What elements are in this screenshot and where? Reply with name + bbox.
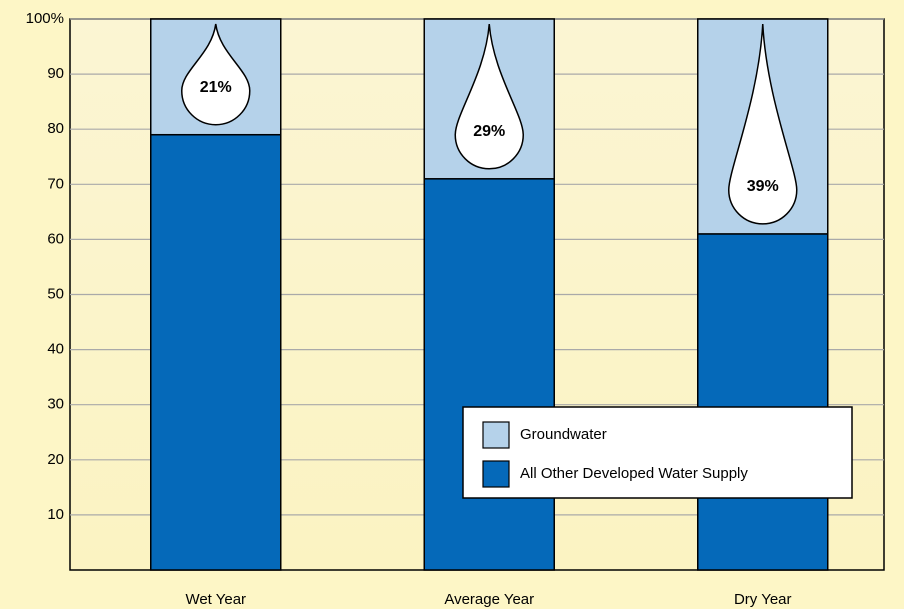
y-tick-label: 90 (47, 65, 64, 82)
x-tick-label: Dry Year (734, 591, 792, 608)
y-tick-label: 60 (47, 230, 64, 247)
water-drop (180, 23, 251, 126)
legend-box (462, 406, 853, 499)
y-tick-label: 20 (47, 451, 64, 468)
water-drop (727, 23, 798, 225)
x-tick-label: Average Year (444, 591, 534, 608)
legend: Groundwater All Other Developed Water Sup… (462, 406, 853, 499)
legend-swatch (482, 421, 510, 449)
y-tick-label: 10 (47, 506, 64, 523)
y-tick-label: 40 (47, 341, 64, 358)
water-drop (454, 23, 525, 170)
y-tick-label: 30 (47, 396, 64, 413)
data-label: 29% (473, 123, 505, 140)
data-label: 21% (200, 79, 232, 96)
legend-swatch (482, 460, 510, 488)
bar-segment (697, 233, 829, 571)
x-tick-label: Wet Year (185, 591, 246, 608)
y-tick-label: 100% (26, 10, 64, 27)
y-tick-label: 70 (47, 175, 64, 192)
legend-label: All Other Developed Water Supply (520, 465, 748, 482)
bar-segment (423, 178, 555, 571)
y-tick-label: 50 (47, 285, 64, 302)
bar-segment (150, 133, 282, 571)
legend-label: Groundwater (520, 426, 607, 443)
y-tick-label: 80 (47, 120, 64, 137)
data-label: 39% (747, 178, 779, 195)
